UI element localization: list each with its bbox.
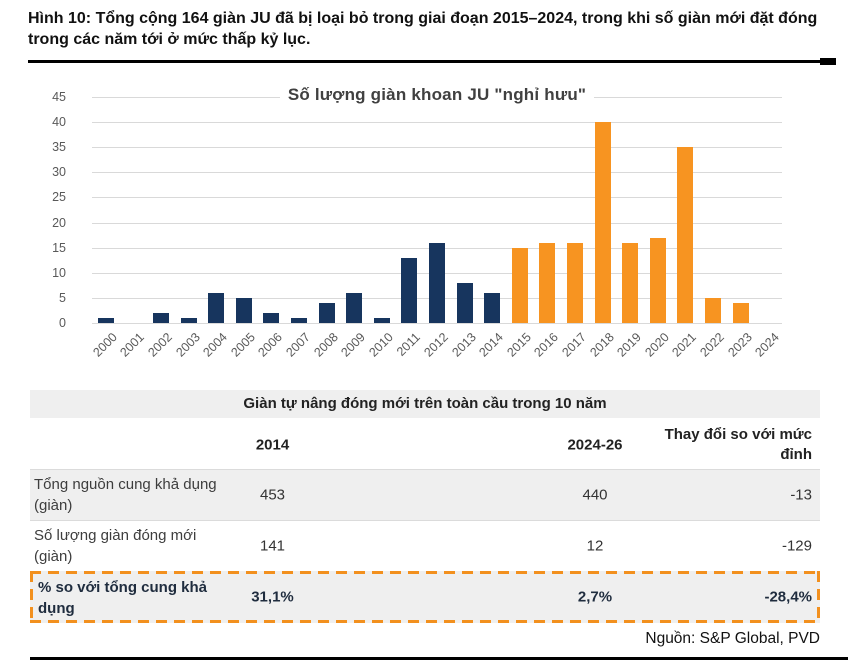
bar-2014 bbox=[484, 293, 500, 323]
highlight-border-right bbox=[817, 571, 820, 623]
table-row-2: % so với tổng cung khả dụng 31,1% 2,7% -28,… bbox=[30, 571, 820, 623]
newbuild-table: Giàn tự nâng đóng mới trên toàn cầu tron… bbox=[30, 390, 820, 623]
bar-2015 bbox=[512, 248, 528, 323]
row-value-col2: 440 bbox=[582, 486, 608, 504]
bar-2005 bbox=[236, 298, 252, 323]
bar-2009 bbox=[346, 293, 362, 323]
gridline-20 bbox=[92, 223, 782, 224]
table-row-1: Số lượng giàn đóng mới (giàn) 141 12 -129 bbox=[30, 520, 820, 571]
row-value-col2: 12 bbox=[586, 537, 604, 555]
bar-2008 bbox=[319, 303, 335, 323]
y-tick-label-40: 40 bbox=[52, 115, 66, 129]
row-value-col1: 141 bbox=[259, 537, 286, 555]
table-col-header-change: Thay đổi so với mức đỉnh bbox=[664, 426, 812, 463]
table-title: Giàn tự nâng đóng mới trên toàn cầu tron… bbox=[30, 390, 820, 418]
bar-2004 bbox=[208, 293, 224, 323]
bar-2006 bbox=[263, 313, 279, 323]
row-label: % so với tổng cung khả dụng bbox=[38, 579, 208, 617]
y-tick-label-10: 10 bbox=[52, 266, 66, 280]
y-tick-label-35: 35 bbox=[52, 140, 66, 154]
row-value-col3: -129 bbox=[781, 537, 812, 555]
caption-divider-rule bbox=[28, 58, 836, 65]
highlight-border-left bbox=[30, 571, 33, 623]
y-tick-label-0: 0 bbox=[59, 316, 66, 330]
table-col-header-2024-26: 2024-26 bbox=[567, 436, 623, 454]
bar-2022 bbox=[705, 298, 721, 323]
gridline-0 bbox=[92, 323, 782, 324]
row-value-col3: -28,4% bbox=[764, 588, 812, 606]
bar-2020 bbox=[650, 238, 666, 323]
gridline-40 bbox=[92, 122, 782, 123]
gridline-35 bbox=[92, 147, 782, 148]
bar-2023 bbox=[733, 303, 749, 323]
chart-title-wrap: Số lượng giàn khoan JU "nghỉ hưu" bbox=[192, 85, 682, 105]
table-body: Tổng nguồn cung khả dụng (giàn) 453 440 -13… bbox=[30, 469, 820, 623]
bottom-rule bbox=[30, 657, 848, 660]
source-note: Nguồn: S&P Global, PVD bbox=[645, 630, 820, 647]
bar-2011 bbox=[401, 258, 417, 323]
y-tick-label-5: 5 bbox=[59, 291, 66, 305]
bar-2007 bbox=[291, 318, 307, 323]
bar-2021 bbox=[677, 147, 693, 323]
row-value-col1: 453 bbox=[259, 486, 286, 504]
y-tick-label-20: 20 bbox=[52, 216, 66, 230]
bar-2018 bbox=[595, 122, 611, 323]
bar-2000 bbox=[98, 318, 114, 323]
bar-chart: Số lượng giàn khoan JU "nghỉ hưu" 0 5 10 15… bbox=[0, 84, 855, 386]
row-value-col3: -13 bbox=[790, 486, 812, 504]
gridline-25 bbox=[92, 197, 782, 198]
figure-caption: Hình 10: Tổng cộng 164 giàn JU đã bị loạ… bbox=[28, 10, 818, 48]
bar-2012 bbox=[429, 243, 445, 323]
bar-2010 bbox=[374, 318, 390, 323]
y-tick-label-15: 15 bbox=[52, 241, 66, 255]
bar-2013 bbox=[457, 283, 473, 323]
chart-title: Số lượng giàn khoan JU "nghỉ hưu" bbox=[279, 85, 595, 105]
y-tick-label-45: 45 bbox=[52, 90, 66, 104]
row-label: Số lượng giàn đóng mới (giàn) bbox=[34, 527, 197, 565]
table-row-0: Tổng nguồn cung khả dụng (giàn) 453 440 -13 bbox=[30, 469, 820, 520]
gridline-30 bbox=[92, 172, 782, 173]
row-label: Tổng nguồn cung khả dụng (giàn) bbox=[34, 476, 217, 514]
y-tick-label-25: 25 bbox=[52, 190, 66, 204]
y-tick-label-30: 30 bbox=[52, 165, 66, 179]
bar-2002 bbox=[153, 313, 169, 323]
bar-2019 bbox=[622, 243, 638, 323]
plot-area bbox=[92, 97, 782, 324]
bar-2016 bbox=[539, 243, 555, 323]
table-header-row: 2014 2024-26 Thay đổi so với mức đỉnh bbox=[30, 421, 820, 469]
table-col-header-2014: 2014 bbox=[255, 436, 290, 454]
row-value-col2: 2,7% bbox=[577, 588, 613, 606]
row-value-col1: 31,1% bbox=[251, 588, 294, 606]
bar-2017 bbox=[567, 243, 583, 323]
bar-2003 bbox=[181, 318, 197, 323]
